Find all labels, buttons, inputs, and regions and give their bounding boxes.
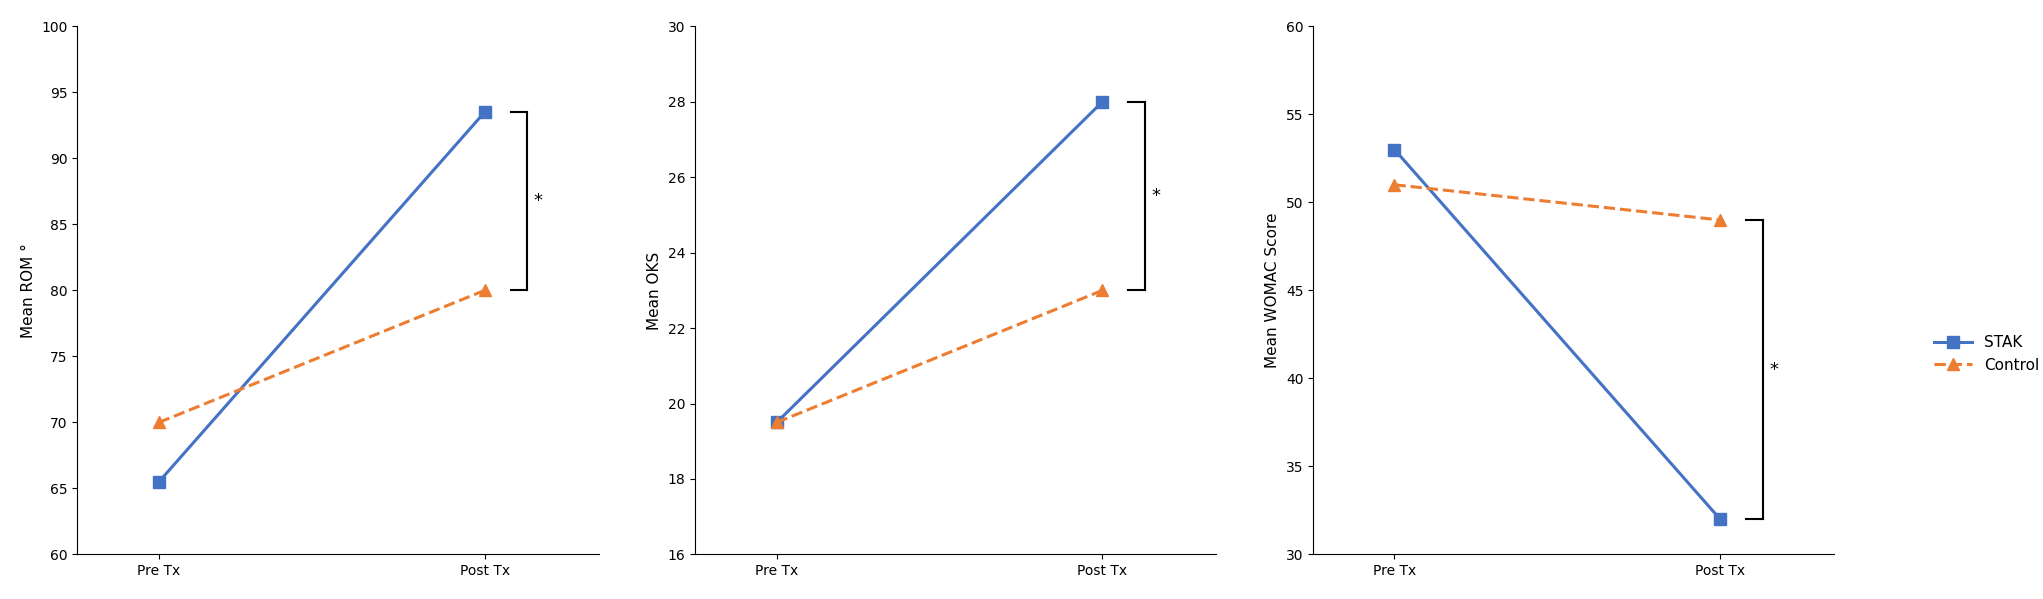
Text: *: * [1152,187,1160,205]
Y-axis label: Mean WOMAC Score: Mean WOMAC Score [1265,213,1281,368]
Text: *: * [1769,361,1777,379]
Legend: STAK, Control: STAK, Control [1929,329,2043,379]
Text: *: * [533,192,543,210]
Y-axis label: Mean OKS: Mean OKS [648,251,662,329]
Y-axis label: Mean ROM °: Mean ROM ° [20,243,37,338]
